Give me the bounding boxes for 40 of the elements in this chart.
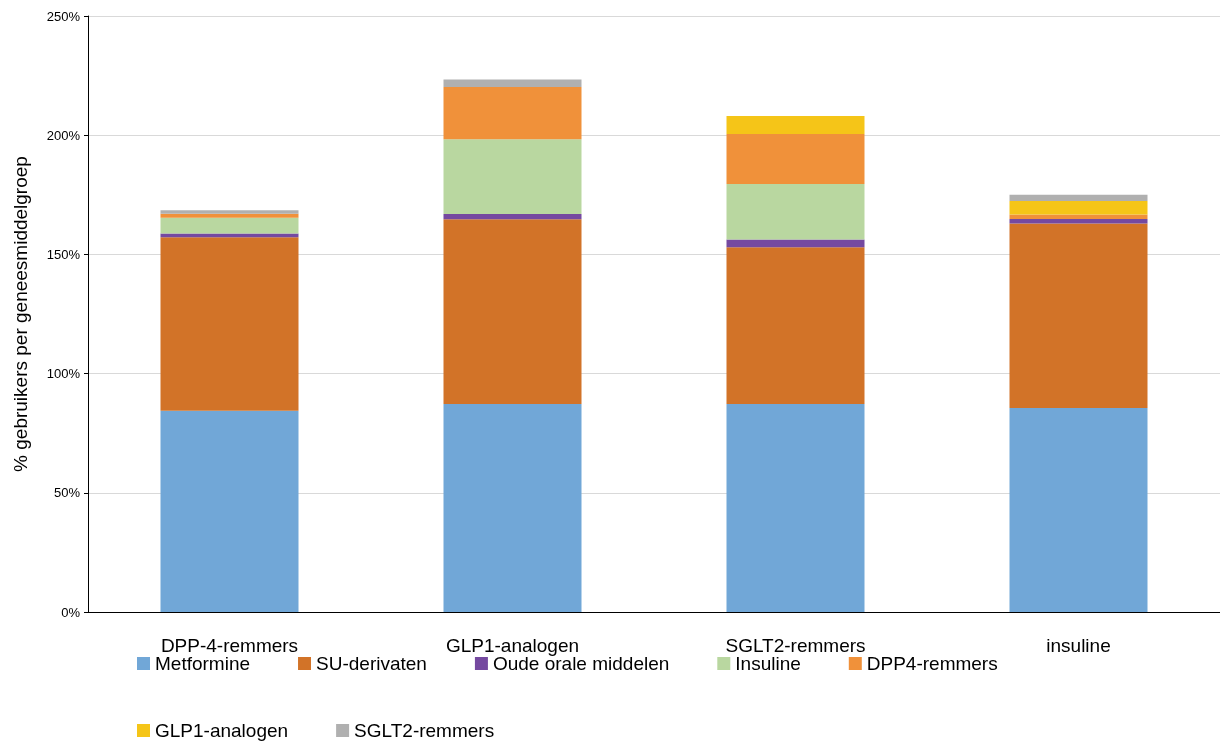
- y-axis-title: % gebruikers per geneesmiddelgroep: [10, 156, 31, 472]
- bar: [443, 139, 582, 215]
- bar: [443, 404, 582, 612]
- legend-label: GLP1-analogen: [155, 720, 289, 741]
- y-tick-label: 250%: [46, 8, 81, 24]
- x-tick-label: DPP-4-remmers: [160, 635, 299, 656]
- y-tick-label: 0%: [61, 604, 81, 620]
- x-tick-label: GLP1-analogen: [445, 635, 580, 656]
- legend-label: Insuline: [735, 653, 801, 674]
- legend-label: Metformine: [155, 653, 251, 674]
- x-tick-label: insuline: [1046, 635, 1111, 656]
- bar: [1009, 223, 1148, 408]
- x-tick-label: SGLT2-remmers: [725, 635, 866, 656]
- legend-label: SU-derivaten: [316, 653, 427, 674]
- bar: [726, 239, 865, 248]
- bar: [160, 410, 299, 612]
- bar: [160, 237, 299, 411]
- bar: [160, 213, 299, 218]
- bar: [726, 404, 865, 612]
- bar: [443, 214, 582, 220]
- bar: [1009, 194, 1148, 201]
- legend-label: DPP4-remmers: [866, 653, 998, 674]
- bar: [443, 79, 582, 88]
- bar: [726, 247, 865, 405]
- y-tick-label: 50%: [53, 485, 81, 501]
- bar: [726, 184, 865, 240]
- bar: [1009, 201, 1148, 215]
- bar: [1009, 407, 1148, 612]
- legend-label: SGLT2-remmers: [354, 720, 495, 741]
- bar: [160, 217, 299, 234]
- bar: [443, 219, 582, 405]
- y-tick-label: 200%: [46, 127, 81, 143]
- y-tick-label: 150%: [46, 246, 81, 262]
- y-tick-label: 100%: [46, 366, 81, 382]
- bar: [726, 115, 865, 135]
- bar: [160, 210, 299, 214]
- bar: [726, 134, 865, 185]
- bar: [443, 87, 582, 140]
- bar: [1009, 219, 1148, 224]
- bar: [160, 233, 299, 238]
